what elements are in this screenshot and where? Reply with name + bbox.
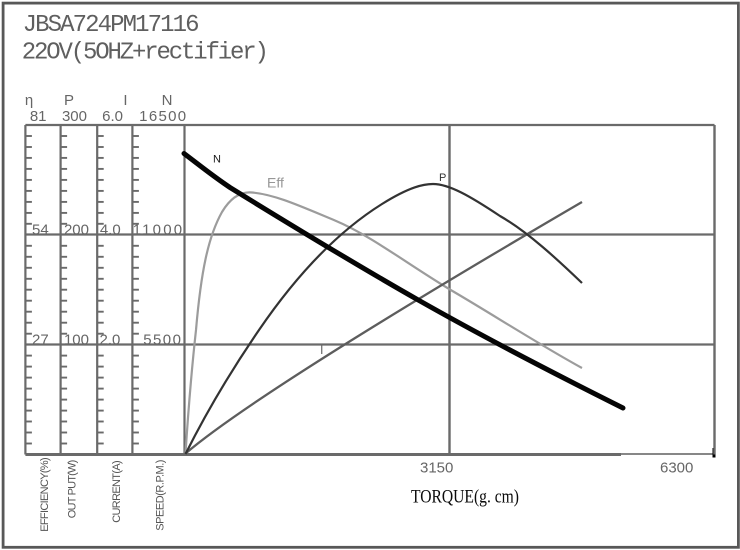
svg-text:16500: 16500 [139, 108, 187, 125]
svg-text:54: 54 [32, 221, 49, 238]
svg-text:Eff: Eff [267, 175, 284, 191]
svg-text:N: N [162, 92, 173, 109]
svg-text:I: I [320, 343, 323, 357]
svg-text:200: 200 [64, 221, 89, 238]
svg-text:100: 100 [64, 331, 89, 348]
svg-text:P: P [439, 172, 446, 184]
svg-text:6.0: 6.0 [102, 108, 123, 125]
svg-text:N: N [213, 154, 221, 166]
svg-text:27: 27 [32, 331, 49, 348]
svg-text:I: I [123, 92, 127, 109]
svg-text:TORQUE(g. cm): TORQUE(g. cm) [411, 486, 519, 507]
svg-text:EFFICIENCY(%): EFFICIENCY(%) [39, 458, 51, 532]
svg-text:300: 300 [62, 108, 87, 125]
svg-text:SPEED(R.P.M.): SPEED(R.P.M.) [155, 460, 167, 531]
svg-text:5500: 5500 [143, 331, 182, 348]
svg-text:6300: 6300 [660, 459, 693, 476]
svg-text:22OV(5OHZ+rectifier): 22OV(5OHZ+rectifier) [22, 40, 267, 67]
svg-text:P: P [64, 92, 74, 109]
svg-text:11000: 11000 [133, 221, 185, 238]
svg-text:η: η [25, 92, 33, 109]
svg-text:CURRENT(A): CURRENT(A) [111, 461, 123, 523]
svg-text:OUT PUT(W): OUT PUT(W) [67, 460, 79, 518]
svg-text:JBSA724PM17116: JBSA724PM17116 [23, 12, 199, 39]
svg-text:81: 81 [30, 108, 47, 125]
svg-text:3150: 3150 [420, 459, 453, 476]
